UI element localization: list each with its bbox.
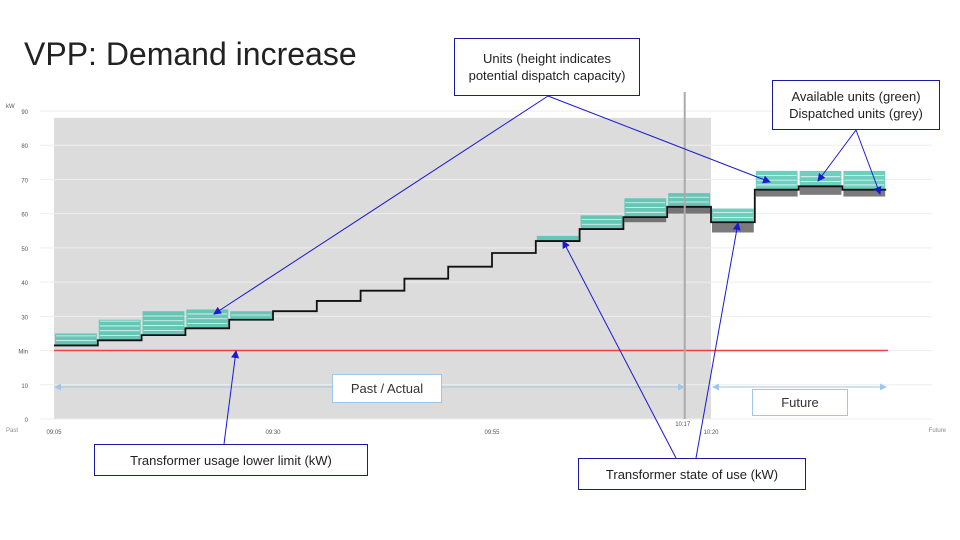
- available-unit-bar: [98, 319, 141, 341]
- y-tick-label: Min: [18, 350, 28, 356]
- state-of-use-line: [54, 185, 887, 347]
- available-unit-bar: [142, 311, 185, 336]
- available-unit-bar: [843, 170, 886, 190]
- dispatched-unit-bar: [843, 189, 886, 197]
- y-tick-label: 50: [21, 247, 28, 253]
- lower-limit-callout: Transformer usage lower limit (kW): [94, 444, 368, 476]
- x-tick-label: 09:30: [265, 430, 281, 436]
- available-unit-bar: [712, 208, 754, 223]
- y-tick-label: 80: [21, 144, 28, 150]
- slide-title: VPP: Demand increase: [24, 36, 357, 72]
- available-unit-bar: [536, 235, 579, 242]
- available-arrow-2: [855, 129, 882, 195]
- dispatched-unit-bar: [624, 217, 667, 223]
- state-arrow-2: [695, 222, 741, 459]
- units-callout: Units (height indicates potential dispat…: [454, 38, 640, 96]
- state-of-use-callout: Transformer state of use (kW): [578, 458, 806, 490]
- past-actual-label: Past / Actual: [332, 374, 442, 403]
- dispatched-unit-bar: [755, 189, 798, 197]
- x-axis: 09:05 09:30 09:55 10:17 10:20 Past Future: [6, 422, 947, 436]
- future-label: Future: [752, 389, 848, 416]
- callout-arrows: [213, 95, 882, 459]
- y-tick-label: 70: [21, 178, 28, 184]
- y-tick-label: 90: [21, 110, 28, 116]
- past-region: [54, 117, 711, 419]
- x-tick-label: 09:55: [484, 430, 500, 436]
- available-unit-bar: [755, 170, 798, 190]
- y-axis-label: kW: [6, 104, 15, 110]
- y-tick-label: 40: [21, 281, 28, 287]
- state-arrow-1: [562, 240, 677, 459]
- available-unit-bar: [668, 193, 710, 207]
- available-units-callout: Available units (green) Dispatched units…: [772, 80, 940, 130]
- available-unit-bar: [624, 198, 667, 218]
- available-arrow-1: [817, 129, 857, 182]
- y-tick-label: 0: [25, 418, 29, 424]
- available-unit-bar: [230, 311, 272, 320]
- y-axis: 0 10 Min 30 40 50 60 70 80 90 kW: [6, 104, 29, 424]
- y-tick-label: 60: [21, 213, 28, 219]
- available-unit-bar: [55, 333, 97, 346]
- x-tick-label: 09:05: [46, 430, 62, 436]
- dispatched-unit-bar: [799, 186, 842, 195]
- available-units: [55, 170, 886, 346]
- dispatched-unit-bar: [668, 206, 710, 214]
- x-tick-label: 10:20: [703, 430, 719, 436]
- x-edge-label-future: Future: [929, 428, 947, 434]
- available-unit-bar: [799, 170, 842, 187]
- units-arrow-1: [213, 95, 549, 315]
- available-unit-bar: [580, 215, 623, 230]
- y-tick-label: 30: [21, 315, 28, 321]
- dispatched-unit-bar: [712, 222, 754, 233]
- x-tick-label: 10:17: [675, 422, 691, 428]
- units-arrow-2: [547, 95, 771, 184]
- lower-limit-arrow: [223, 350, 240, 445]
- x-edge-label-past: Past: [6, 428, 18, 434]
- y-tick-label: 10: [21, 384, 28, 390]
- available-unit-bar: [186, 309, 229, 329]
